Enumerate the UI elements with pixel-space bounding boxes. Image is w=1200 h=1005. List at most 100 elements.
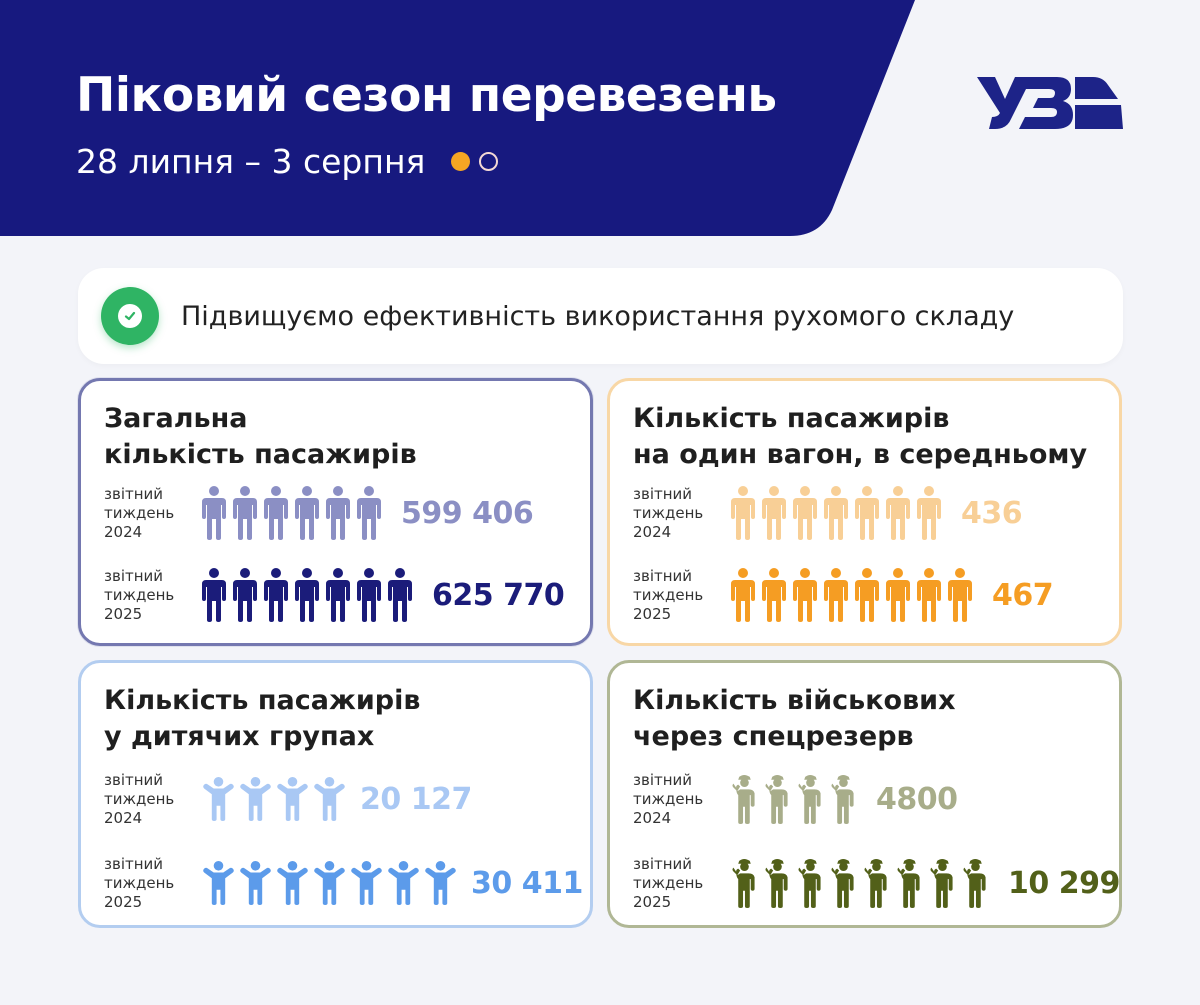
person-icon [295, 568, 319, 622]
date-range-text: 28 липня – 3 серпня [76, 142, 426, 181]
person-icon [824, 486, 848, 540]
uz-logo-icon [977, 77, 1123, 129]
row-2025: звітний тиждень 2025 10 299 [633, 853, 1120, 913]
row-2025: звітний тиждень 2025 625 770 [104, 565, 565, 625]
row-label: звітний тиждень 2024 [104, 770, 175, 827]
person-icon [233, 568, 257, 622]
person-icon [202, 568, 226, 622]
person-icon [264, 486, 288, 540]
row-2024: звітний тиждень 2024 20 127 [104, 769, 472, 829]
person-icon [793, 486, 817, 540]
card-title-line2: у дитячих групах [104, 721, 375, 752]
value-2025: 467 [992, 577, 1054, 613]
row-2024: звітний тиждень 2024 436 [633, 483, 1023, 543]
row-label: звітний тиждень 2025 [104, 854, 175, 911]
saluting-soldier-icon [731, 858, 757, 908]
row-label: звітний тиждень 2024 [633, 484, 704, 541]
banner-text: Підвищуємо ефективність використання рух… [181, 300, 1015, 332]
person-icon [762, 568, 786, 622]
card-title-line2: кількість пасажирів [104, 439, 417, 470]
person-icon [886, 568, 910, 622]
row-label: звітний тиждень 2025 [633, 854, 704, 911]
pagination-dots [451, 152, 499, 171]
saluting-soldier-icon [863, 858, 889, 908]
child-arms-up-icon [276, 861, 309, 905]
child-arms-up-icon [276, 777, 309, 821]
saluting-soldier-icon [896, 858, 922, 908]
info-banner: Підвищуємо ефективність використання рух… [78, 268, 1123, 364]
saluting-soldier-icon [830, 774, 856, 824]
value-2025: 10 299 [1008, 865, 1120, 901]
child-icon-group [202, 861, 457, 905]
row-label: звітний тиждень 2025 [104, 566, 175, 623]
value-2024: 436 [961, 495, 1023, 531]
person-icon-group [202, 486, 381, 540]
check-circle-icon [101, 287, 159, 345]
person-icon [793, 568, 817, 622]
person-icon [762, 486, 786, 540]
value-2025: 30 411 [471, 865, 583, 901]
person-icon-group [731, 486, 941, 540]
person-icon [264, 568, 288, 622]
person-icon [326, 568, 350, 622]
saluting-soldier-icon [830, 858, 856, 908]
row-2025: звітний тиждень 2025 467 [633, 565, 1054, 625]
person-icon [948, 568, 972, 622]
person-icon [917, 486, 941, 540]
saluting-soldier-icon [764, 858, 790, 908]
saluting-soldier-icon [764, 774, 790, 824]
person-icon [357, 486, 381, 540]
card-title-line2: на один вагон, в середньому [633, 439, 1088, 470]
person-icon [855, 486, 879, 540]
row-2024: звітний тиждень 2024 4800 [633, 769, 958, 829]
child-arms-up-icon [202, 777, 235, 821]
date-range: 28 липня – 3 серпня [76, 142, 499, 181]
dot-active-icon [451, 152, 471, 171]
person-icon [731, 568, 755, 622]
person-icon [357, 568, 381, 622]
person-icon-group [202, 568, 412, 622]
child-arms-up-icon [313, 777, 346, 821]
saluting-soldier-icon [797, 858, 823, 908]
value-2024: 4800 [876, 781, 958, 817]
card-passengers-per-wagon: Кількість пасажирів на один вагон, в сер… [607, 378, 1122, 646]
saluting-soldier-icon [962, 858, 988, 908]
card-title: Кількість військових через спецрезерв [633, 683, 956, 755]
soldier-icon-group [731, 858, 988, 908]
dot-inactive-icon [479, 152, 499, 171]
card-title-line1: Кількість пасажирів [633, 403, 950, 434]
value-2024: 599 406 [401, 495, 534, 531]
card-military-special-reserve: Кількість військових через спецрезерв зв… [607, 660, 1122, 928]
card-title: Кількість пасажирів у дитячих групах [104, 683, 420, 755]
person-icon [388, 568, 412, 622]
value-2024: 20 127 [360, 781, 472, 817]
saluting-soldier-icon [797, 774, 823, 824]
person-icon [824, 568, 848, 622]
card-title-line1: Загальна [104, 403, 248, 434]
header-background [0, 0, 915, 236]
row-2025: звітний тиждень 2025 30 411 [104, 853, 583, 913]
child-arms-up-icon [313, 861, 346, 905]
saluting-soldier-icon [731, 774, 757, 824]
card-title-line1: Кількість пасажирів [104, 685, 421, 716]
person-icon [233, 486, 257, 540]
value-2025: 625 770 [432, 577, 565, 613]
person-icon-group [731, 568, 972, 622]
card-title: Кількість пасажирів на один вагон, в сер… [633, 401, 1087, 473]
card-total-passengers: Загальна кількість пасажирів звітний тижд… [78, 378, 593, 646]
row-2024: звітний тиждень 2024 599 406 [104, 483, 534, 543]
child-arms-up-icon [350, 861, 383, 905]
person-icon [295, 486, 319, 540]
child-arms-up-icon [239, 777, 272, 821]
row-label: звітний тиждень 2025 [633, 566, 704, 623]
child-arms-up-icon [424, 861, 457, 905]
soldier-icon-group [731, 774, 856, 824]
row-label: звітний тиждень 2024 [633, 770, 704, 827]
card-title-line2: через спецрезерв [633, 721, 914, 752]
card-children-groups: Кількість пасажирів у дитячих групах зві… [78, 660, 593, 928]
card-title: Загальна кількість пасажирів [104, 401, 417, 473]
card-title-line1: Кількість військових [633, 685, 956, 716]
person-icon [917, 568, 941, 622]
person-icon [326, 486, 350, 540]
person-icon [886, 486, 910, 540]
